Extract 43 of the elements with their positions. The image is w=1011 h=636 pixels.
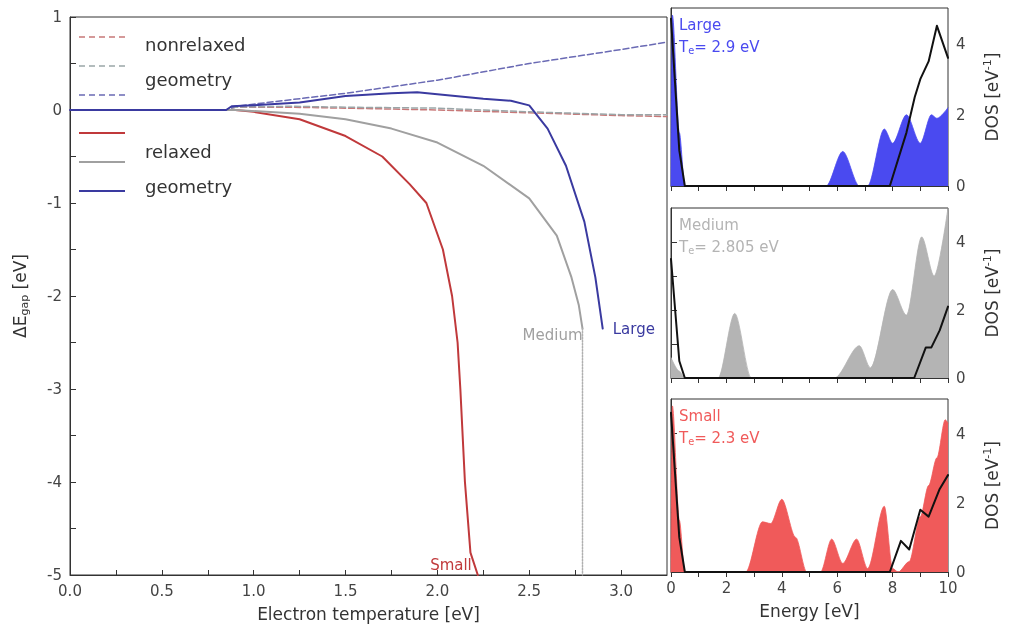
y-tick-label: 4 — [956, 34, 966, 53]
x-tick-label: 2.0 — [425, 581, 450, 600]
annotation: Large Te= 2.9 eV — [678, 16, 761, 57]
y-tick-label: -4 — [47, 473, 62, 491]
annotation: relaxed geometry — [145, 141, 233, 197]
x-tick-label: 0.0 — [58, 581, 82, 600]
annotation: Small Te= 2.3 eV — [678, 407, 761, 448]
series-label: Medium — [522, 325, 583, 344]
x-axis-title: Electron temperature [eV] — [257, 603, 480, 624]
y-tick-label: 0 — [956, 177, 966, 195]
x-tick-label: 6 — [832, 578, 842, 597]
x-tick-label: 1.5 — [333, 581, 358, 600]
x-tick-label: 2.5 — [517, 581, 542, 600]
y-tick-label: 4 — [956, 424, 966, 443]
y-tick-label: 1 — [52, 8, 62, 26]
y-tick-label: 2 — [956, 105, 966, 124]
y-axis-title: DOS [eV-1] — [981, 440, 1002, 531]
x-tick-label: 0 — [666, 578, 676, 597]
y-axis-title: DOS [eV-1] — [981, 52, 1002, 142]
y-axis-title: ΔEgap [eV] — [10, 254, 31, 338]
x-tick-label: 0.5 — [149, 581, 174, 600]
x-tick-label: 3.0 — [609, 581, 634, 600]
y-tick-label: 2 — [956, 301, 966, 319]
annotation: nonrelaxed geometry — [145, 34, 246, 90]
y-tick-label: 4 — [956, 233, 966, 251]
x-tick-label: 2 — [721, 578, 732, 597]
y-tick-label: -2 — [47, 287, 62, 305]
series-label: Large — [612, 319, 655, 338]
series-label: Small — [430, 556, 472, 574]
y-tick-label: -1 — [47, 194, 62, 212]
y-axis-title: DOS [eV-1] — [981, 248, 1002, 338]
x-tick-label: 1.0 — [241, 581, 266, 600]
x-axis-title: Energy [eV] — [759, 600, 860, 621]
y-tick-label: 0 — [52, 101, 62, 119]
y-tick-label: -3 — [47, 380, 62, 398]
y-tick-label: -5 — [47, 566, 62, 584]
y-tick-label: 0 — [956, 563, 966, 581]
x-tick-label: 10 — [938, 578, 958, 597]
y-tick-label: 2 — [956, 493, 966, 512]
x-tick-label: 4 — [777, 578, 787, 597]
x-tick-label: 8 — [887, 578, 898, 597]
y-tick-label: 0 — [956, 369, 966, 387]
annotation: Medium Te= 2.805 eV — [678, 216, 780, 257]
